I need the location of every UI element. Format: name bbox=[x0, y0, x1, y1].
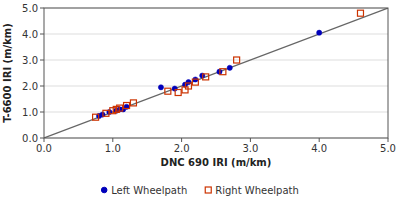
tick-mark bbox=[40, 112, 44, 113]
point bbox=[103, 110, 109, 116]
grid-line bbox=[44, 34, 388, 35]
tick-label: 2.0 bbox=[22, 81, 38, 92]
point bbox=[234, 57, 240, 63]
legend-item: Left Wheelpath bbox=[101, 185, 187, 196]
grid-line bbox=[44, 112, 388, 113]
legend-label: Right Wheelpath bbox=[215, 185, 299, 196]
tick-label: 3.0 bbox=[22, 55, 38, 66]
tick-mark bbox=[112, 138, 113, 142]
point bbox=[203, 74, 209, 80]
marks bbox=[44, 8, 388, 138]
x-axis-label: DNC 690 IRI (m/km) bbox=[161, 157, 272, 168]
legend-item: Right Wheelpath bbox=[205, 185, 299, 196]
tick-label: 0.0 bbox=[36, 143, 52, 154]
point bbox=[220, 69, 226, 75]
point bbox=[186, 80, 191, 85]
point bbox=[192, 79, 198, 85]
tick-label: 2.0 bbox=[174, 143, 190, 154]
point bbox=[227, 65, 232, 70]
grid-line bbox=[44, 86, 388, 87]
tick-label: 0.0 bbox=[22, 133, 38, 144]
plot-area bbox=[44, 8, 388, 138]
reference-line bbox=[44, 8, 388, 138]
tick-mark bbox=[250, 138, 251, 142]
point bbox=[124, 103, 130, 109]
tick-label: 4.0 bbox=[311, 143, 327, 154]
tick-mark bbox=[319, 138, 320, 142]
tick-label: 4.0 bbox=[22, 29, 38, 40]
point bbox=[185, 83, 191, 89]
tick-label: 3.0 bbox=[242, 143, 258, 154]
tick-label: 5.0 bbox=[22, 3, 38, 14]
tick-label: 1.0 bbox=[105, 143, 121, 154]
legend-symbol bbox=[101, 187, 107, 193]
tick-mark bbox=[40, 138, 44, 139]
grid-line bbox=[44, 60, 388, 61]
point bbox=[175, 90, 181, 96]
tick-mark bbox=[40, 34, 44, 35]
point bbox=[117, 105, 123, 111]
tick-mark bbox=[44, 138, 45, 142]
point bbox=[93, 114, 99, 120]
point bbox=[130, 100, 136, 106]
legend-label: Left Wheelpath bbox=[111, 185, 187, 196]
chart: 0.0 1.0 2.0 3.0 4.0 5.0 0.0 1.0 2.0 3.0 4.0 5.0 DNC … bbox=[0, 0, 400, 204]
tick-mark bbox=[181, 138, 182, 142]
legend-symbol bbox=[205, 187, 211, 193]
legend: Left Wheelpath Right Wheelpath bbox=[101, 185, 298, 196]
tick-mark bbox=[40, 60, 44, 61]
point bbox=[317, 30, 322, 35]
tick-label: 1.0 bbox=[22, 107, 38, 118]
tick-label: 5.0 bbox=[380, 143, 396, 154]
point bbox=[158, 85, 163, 90]
plot-frame bbox=[44, 8, 388, 138]
tick-mark bbox=[40, 86, 44, 87]
y-axis-label: T-6600 IRI (m/km) bbox=[2, 23, 13, 123]
tick-mark bbox=[40, 8, 44, 9]
point bbox=[165, 88, 171, 94]
tick-mark bbox=[388, 138, 389, 142]
point bbox=[357, 10, 363, 16]
